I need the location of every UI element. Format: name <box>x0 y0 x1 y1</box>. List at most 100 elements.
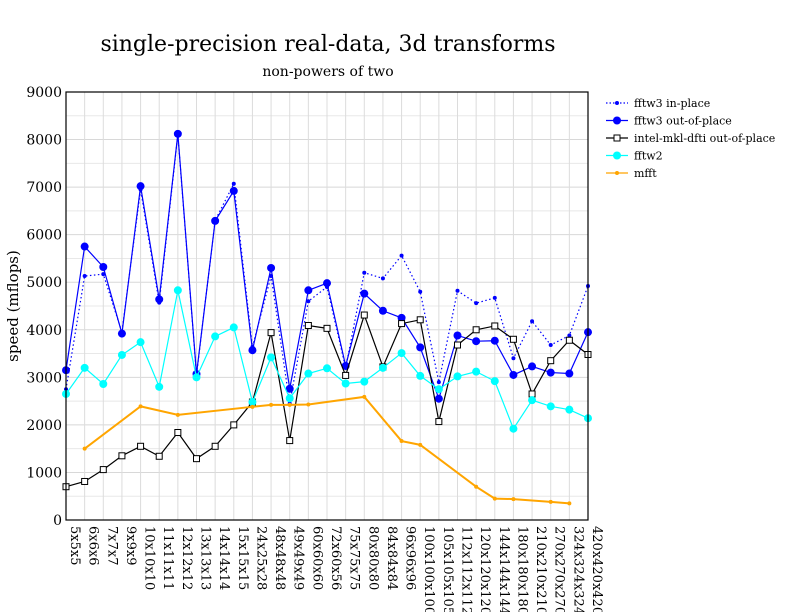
data-point <box>490 377 499 386</box>
data-point <box>287 402 292 407</box>
y-tick-label: 1000 <box>26 465 62 481</box>
x-tick-label: 180x180x180 <box>514 526 529 612</box>
data-point <box>378 363 387 372</box>
data-point <box>434 394 443 403</box>
data-point <box>434 385 443 394</box>
data-point <box>229 323 238 332</box>
y-tick-label: 6000 <box>26 228 62 244</box>
x-tick-label: 72x60x56 <box>328 526 343 590</box>
data-point <box>416 316 424 324</box>
data-point <box>231 181 236 186</box>
y-axis-label: speed (mflops) <box>4 250 22 362</box>
data-point <box>418 442 423 447</box>
x-tick-label: 84x84x84 <box>384 526 399 590</box>
x-tick-label: 48x48x48 <box>272 526 287 590</box>
data-point <box>304 321 312 329</box>
x-tick-label: 13x13x13 <box>198 526 213 590</box>
data-point <box>436 380 441 385</box>
x-tick-label: 120x120x120 <box>477 526 492 612</box>
data-point <box>490 336 499 345</box>
x-tick-label: 6x6x6 <box>86 526 101 565</box>
data-point <box>101 272 106 277</box>
y-tick-label: 2000 <box>26 418 62 434</box>
data-point <box>565 336 573 344</box>
data-point <box>362 270 367 275</box>
data-point <box>248 346 257 355</box>
y-tick-label: 5000 <box>26 275 62 291</box>
data-point <box>174 428 182 436</box>
y-tick-label: 0 <box>53 513 62 529</box>
data-point <box>155 382 164 391</box>
data-point <box>81 477 89 485</box>
chart-title: single-precision real-data, 3d transform… <box>100 32 555 57</box>
x-tick-label: 5x5x5 <box>67 526 82 565</box>
legend-label: fftw2 <box>634 150 663 163</box>
data-point <box>80 363 89 372</box>
data-point <box>613 116 621 125</box>
data-point <box>193 455 200 463</box>
y-tick-label: 4000 <box>26 323 62 339</box>
data-point <box>138 404 143 409</box>
data-point <box>615 171 619 175</box>
data-point <box>509 424 518 433</box>
x-tick-label: 80x80x80 <box>365 526 380 590</box>
data-point <box>155 295 164 304</box>
data-point <box>615 101 619 105</box>
data-point <box>117 329 126 338</box>
x-tick-label: 144x144x144 <box>496 526 511 612</box>
data-point <box>285 384 294 393</box>
data-point <box>323 324 331 332</box>
data-point <box>155 452 163 460</box>
x-tick-label: 96x96x96 <box>403 526 418 590</box>
y-tick-label: 7000 <box>26 180 62 196</box>
data-point <box>416 343 425 352</box>
x-tick-label: 12x12x12 <box>179 526 194 590</box>
legend-label: fftw3 in-place <box>634 97 710 110</box>
y-tick-label: 3000 <box>26 370 62 386</box>
x-tick-label: 60x60x60 <box>309 526 324 590</box>
data-point <box>360 311 368 319</box>
data-point <box>491 322 499 330</box>
data-point <box>136 338 145 347</box>
data-point <box>360 289 369 298</box>
x-tick-label: 105x105x105 <box>440 526 455 612</box>
data-point <box>99 263 108 272</box>
legend-label: fftw3 out-of-place <box>634 115 732 128</box>
data-point <box>378 306 387 315</box>
data-point <box>360 377 369 386</box>
data-point <box>380 276 385 281</box>
data-point <box>472 326 480 334</box>
data-point <box>613 134 621 142</box>
data-point <box>528 362 537 371</box>
data-point <box>548 342 553 347</box>
data-point <box>565 405 574 414</box>
plot-frame <box>65 91 589 521</box>
data-point <box>306 402 311 407</box>
data-point <box>511 356 516 361</box>
data-point <box>528 390 536 398</box>
data-point <box>118 452 126 460</box>
data-point <box>323 279 331 288</box>
x-tick-label: 11x11x11 <box>160 526 175 590</box>
data-point <box>567 333 572 338</box>
x-tick-label: 324x324x324 <box>570 526 585 612</box>
data-point <box>173 129 182 138</box>
x-tick-label: 10x10x10 <box>142 526 157 590</box>
x-tick-label: 112x112x112 <box>459 526 474 612</box>
data-point <box>509 370 518 379</box>
data-point <box>82 446 87 451</box>
data-point <box>546 402 555 411</box>
data-point <box>323 364 331 373</box>
data-point <box>530 319 535 324</box>
data-point <box>546 368 555 377</box>
data-point <box>285 394 294 403</box>
data-point <box>399 439 404 444</box>
data-point <box>474 484 479 489</box>
data-point <box>511 497 516 502</box>
x-tick-label: 75x75x75 <box>347 526 362 590</box>
legend-label: mfft <box>634 167 657 180</box>
data-point <box>455 288 460 293</box>
data-point <box>399 253 404 258</box>
data-point <box>306 299 311 304</box>
data-point <box>173 286 182 295</box>
